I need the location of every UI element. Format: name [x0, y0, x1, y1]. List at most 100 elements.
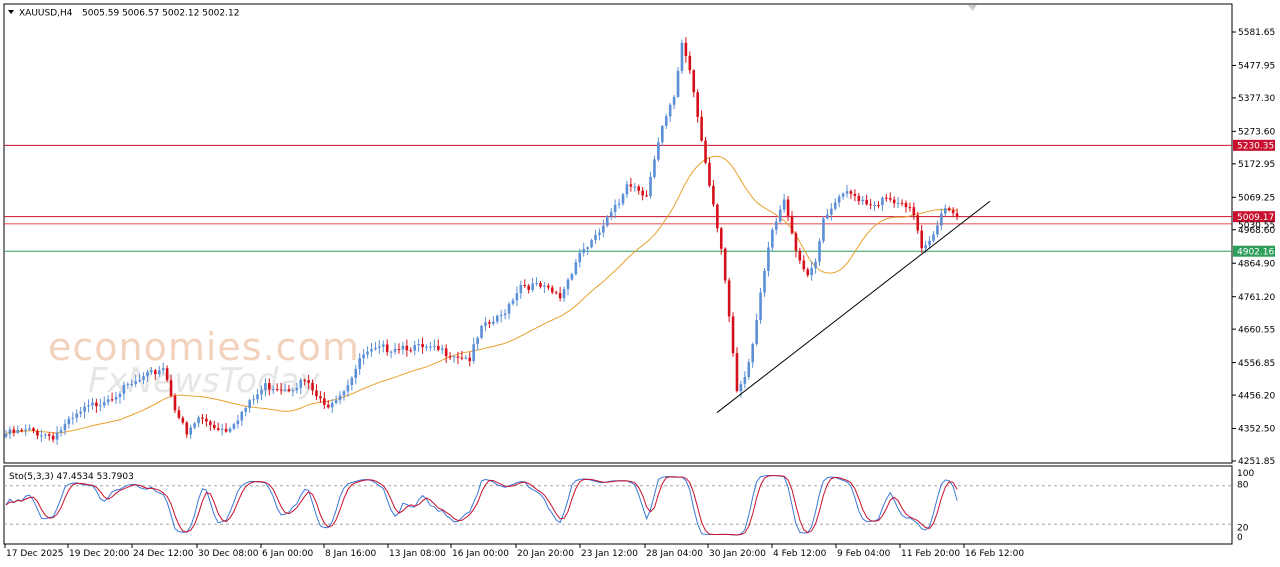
candle [920, 225, 923, 254]
price-tick: 5273.60 [1238, 128, 1275, 138]
candle [334, 395, 338, 405]
candle [315, 384, 318, 401]
price-tick: 4352.50 [1238, 425, 1275, 435]
time-tick: 16 Jan 00:00 [452, 549, 509, 559]
candle [389, 350, 393, 359]
candle [381, 340, 385, 353]
candle [433, 339, 436, 351]
candle [495, 314, 499, 324]
candle [425, 344, 428, 352]
candle [853, 189, 857, 202]
stoch-tick: 20 [1237, 524, 1249, 534]
candle [488, 319, 491, 328]
candle [629, 177, 633, 192]
dropdown-arrow-icon[interactable] [8, 10, 14, 14]
candle [570, 272, 574, 281]
time-tick: 13 Jan 08:00 [389, 549, 446, 559]
candle [786, 195, 790, 222]
candle [739, 380, 743, 398]
candle [138, 373, 141, 383]
time-tick: 19 Dec 20:00 [69, 549, 130, 559]
moving-average-line [5, 155, 958, 435]
candle [440, 344, 444, 355]
candle [299, 377, 303, 395]
candle [908, 202, 912, 212]
candle [558, 286, 562, 302]
candle [668, 102, 672, 123]
candle [743, 371, 747, 389]
candle [220, 423, 224, 436]
candle [778, 205, 782, 224]
candle [32, 426, 35, 434]
candle [857, 192, 861, 205]
candle [456, 351, 460, 365]
candle [755, 313, 758, 346]
price-tick: 4864.90 [1238, 259, 1275, 269]
candle [547, 283, 550, 291]
candle [118, 391, 122, 404]
scroll-marker-icon[interactable] [968, 5, 977, 11]
candle [841, 192, 845, 200]
price-tick: 4761.20 [1238, 293, 1275, 303]
candle [295, 382, 299, 394]
candle [845, 185, 849, 198]
candle [244, 406, 248, 417]
candle [900, 199, 904, 207]
candle [735, 347, 739, 393]
candle [653, 155, 656, 179]
candle [197, 415, 200, 428]
candle [951, 207, 955, 217]
time-tick: 24 Dec 12:00 [133, 549, 194, 559]
candle [645, 190, 648, 198]
candle [303, 378, 306, 386]
candle [460, 350, 464, 361]
candle [134, 374, 137, 388]
candle [99, 398, 102, 412]
candle [649, 171, 652, 199]
candle [578, 248, 582, 268]
candle [193, 421, 196, 430]
candle [484, 317, 487, 332]
candle [700, 110, 703, 142]
stochastic-lines [4, 475, 1232, 536]
candle [936, 220, 939, 238]
candle [232, 422, 236, 431]
candle [205, 414, 208, 427]
support-tag-text: 4902.16 [1237, 248, 1274, 258]
candle [602, 219, 605, 238]
candle [943, 204, 947, 217]
candle [405, 339, 409, 357]
candle [940, 208, 943, 231]
candle [354, 364, 358, 385]
candle [881, 196, 884, 212]
candle [260, 385, 263, 401]
candle [535, 277, 538, 286]
candle [146, 369, 149, 382]
price-tick: 5581.65 [1238, 28, 1275, 38]
candle [378, 340, 381, 355]
candle [362, 348, 365, 365]
candle [751, 342, 754, 368]
candle [605, 215, 609, 228]
candle [212, 420, 216, 431]
time-tick: 11 Feb 20:00 [901, 549, 960, 559]
candle [401, 341, 405, 355]
candle [185, 420, 189, 439]
stoch-tick: 0 [1237, 533, 1243, 543]
candle [40, 429, 43, 442]
candle [574, 258, 578, 276]
candle [727, 277, 731, 323]
candle [256, 389, 259, 404]
trendline[interactable] [716, 200, 991, 413]
candle [723, 247, 727, 284]
candle [814, 258, 817, 274]
candle [150, 367, 153, 375]
candle [598, 228, 601, 241]
candle [326, 400, 330, 409]
candle [672, 94, 676, 110]
candle [248, 398, 251, 413]
upper-resistance-tag-text: 5230.35 [1237, 142, 1274, 152]
indicator-panel-frame [3, 465, 1233, 545]
candle [472, 337, 475, 364]
